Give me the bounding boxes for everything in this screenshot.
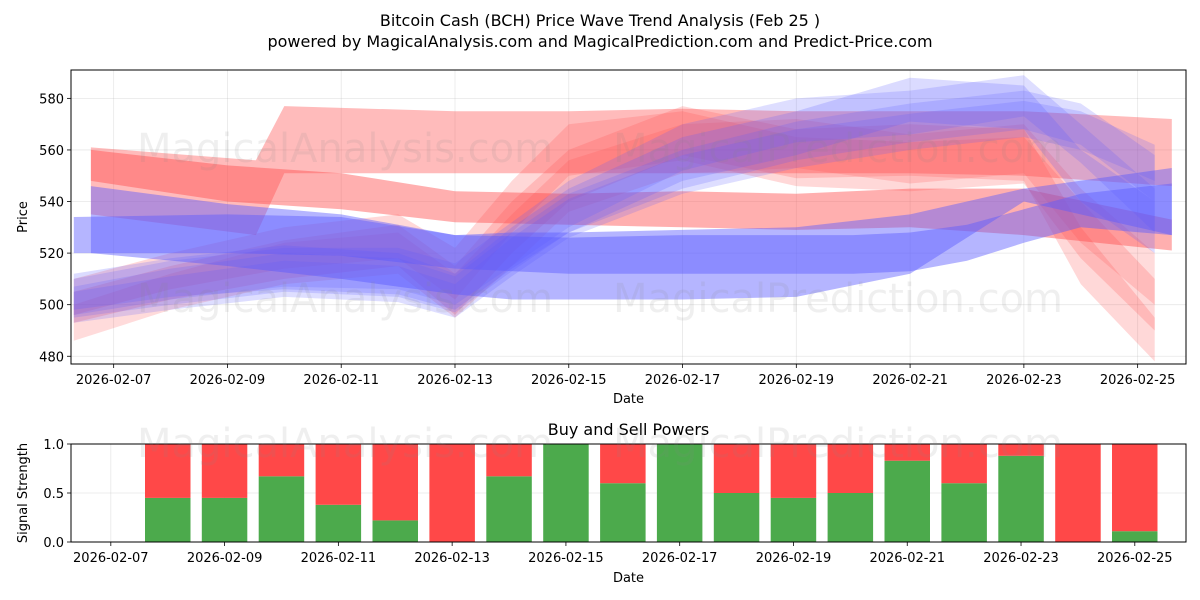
watermark-text: MagicalAnalysis.com (137, 126, 553, 172)
red-wave-band (73, 111, 1155, 331)
x-tick-label: 2026-02-23 (986, 373, 1062, 388)
chart-subtitle: powered by MagicalAnalysis.com and Magic… (267, 32, 932, 51)
x-tick-label: 2026-02-07 (76, 373, 152, 388)
y-tick-label: 480 (39, 350, 64, 365)
sell-power-bar (941, 444, 987, 484)
plot-frame (70, 443, 1187, 543)
sell-power-bar (884, 444, 930, 461)
sell-power-bar (1055, 444, 1101, 542)
red-wave-band (90, 106, 1172, 236)
blue-wave-band (73, 77, 1155, 310)
buy-sell-power-panel: Buy and Sell Powers 2026-02-07 2026-02-09 2… (16, 420, 1187, 586)
sell-power-bar (201, 444, 248, 498)
red-wave-band (90, 149, 1172, 251)
sell-power-bar (315, 444, 362, 505)
buy-power-bar (600, 483, 646, 542)
x-tick-label: 2026-02-23 (983, 551, 1059, 566)
buy-power-bar (827, 493, 874, 542)
buy-power-bar (884, 460, 930, 542)
watermark-text: MagicalAnalysis.com (137, 276, 553, 322)
x-tick-label: 2026-02-11 (303, 373, 379, 388)
x-tick-label: 2026-02-11 (301, 551, 377, 566)
x-tick-label: 2026-02-17 (645, 373, 721, 388)
sell-power-bar (258, 444, 305, 477)
buy-power-bar (258, 476, 305, 542)
buy-power-bar (145, 497, 191, 542)
x-tick-label: 2026-02-15 (528, 551, 604, 566)
buy-power-bar (656, 444, 703, 542)
buy-power-bar (998, 455, 1044, 542)
sell-power-bar (998, 444, 1044, 456)
sell-power-bar (1112, 444, 1158, 532)
x-tick-label: 2026-02-13 (417, 373, 493, 388)
x-tick-label: 2026-02-17 (642, 551, 718, 566)
buy-power-bar (713, 493, 760, 542)
sell-power-bar (372, 444, 418, 521)
x-tick-label: 2026-02-25 (1100, 373, 1176, 388)
x-tick-label: 2026-02-19 (759, 373, 835, 388)
buy-power-bar (1112, 531, 1158, 542)
x-tick-label: 2026-02-09 (190, 373, 266, 388)
sell-power-bar (827, 444, 874, 493)
blue-wave-band (73, 90, 1155, 318)
red-wave-band (73, 119, 1155, 341)
y-tick-label: 540 (39, 196, 64, 211)
buy-power-bar (770, 497, 817, 542)
y-axis-label: Signal Strength (16, 443, 31, 543)
y-tick-label: 0.0 (43, 536, 64, 551)
sell-power-bar (429, 444, 475, 542)
y-axis-label: Price (16, 201, 31, 233)
buy-power-bar (941, 483, 987, 542)
sell-power-bar (600, 444, 646, 484)
y-tick-label: 0.5 (43, 487, 64, 502)
x-axis-label: Date (613, 571, 644, 586)
buy-power-bar (315, 504, 362, 542)
watermark-text: MagicalAnalysis.com (137, 421, 553, 467)
blue-wave-band (90, 168, 1172, 300)
buy-power-bar (201, 497, 248, 542)
price-wave-panel: 2026-02-07 2026-02-09 2026-02-11 2026-02-13… (16, 69, 1187, 407)
x-axis-label: Date (613, 392, 644, 407)
y-tick-label: 1.0 (43, 438, 64, 453)
y-tick-label: 520 (39, 247, 64, 262)
plot-area (71, 70, 1186, 364)
sell-power-bar (770, 444, 817, 498)
watermark-text: MagicalPrediction.com (613, 276, 1063, 322)
x-tick-label: 2026-02-07 (73, 551, 149, 566)
blue-wave-band (73, 100, 1155, 323)
x-tick-label: 2026-02-09 (187, 551, 263, 566)
watermark-text: MagicalPrediction.com (613, 126, 1063, 172)
red-wave-band (73, 106, 1155, 362)
y-tick-label: 560 (39, 144, 64, 159)
watermark-text: MagicalPrediction.com (613, 421, 1063, 467)
blue-wave-band (73, 183, 1172, 274)
sell-power-bar (713, 444, 760, 493)
buy-power-bar (543, 444, 589, 542)
x-tick-label: 2026-02-13 (414, 551, 490, 566)
panel-title: Buy and Sell Powers (548, 420, 710, 439)
buy-power-bar (372, 520, 418, 542)
x-tick-label: 2026-02-21 (872, 373, 948, 388)
x-tick-label: 2026-02-15 (531, 373, 607, 388)
sell-power-bar (145, 444, 191, 498)
y-tick-label: 580 (39, 92, 64, 107)
y-tick-label: 500 (39, 299, 64, 314)
watermark-layer: MagicalAnalysis.com MagicalPrediction.co… (137, 126, 1063, 467)
plot-frame (70, 69, 1187, 365)
x-tick-label: 2026-02-21 (869, 551, 945, 566)
sell-power-bar (486, 444, 532, 477)
x-tick-label: 2026-02-25 (1097, 551, 1173, 566)
blue-wave-band (73, 75, 1155, 315)
x-tick-label: 2026-02-19 (756, 551, 832, 566)
buy-power-bar (486, 476, 532, 542)
chart-title: Bitcoin Cash (BCH) Price Wave Trend Anal… (380, 11, 820, 30)
